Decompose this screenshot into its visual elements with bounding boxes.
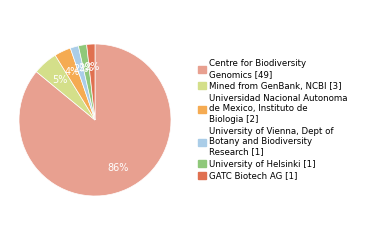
Wedge shape bbox=[78, 44, 95, 120]
Wedge shape bbox=[55, 48, 95, 120]
Legend: Centre for Biodiversity
Genomics [49], Mined from GenBank, NCBI [3], Universidad: Centre for Biodiversity Genomics [49], M… bbox=[198, 60, 348, 180]
Text: 2%: 2% bbox=[84, 62, 100, 72]
Text: 4%: 4% bbox=[65, 67, 80, 77]
Wedge shape bbox=[87, 44, 95, 120]
Text: 86%: 86% bbox=[107, 163, 128, 173]
Wedge shape bbox=[19, 44, 171, 196]
Text: 5%: 5% bbox=[52, 75, 68, 85]
Wedge shape bbox=[36, 55, 95, 120]
Wedge shape bbox=[70, 46, 95, 120]
Text: 2%: 2% bbox=[79, 63, 94, 72]
Text: 2%: 2% bbox=[73, 64, 88, 74]
